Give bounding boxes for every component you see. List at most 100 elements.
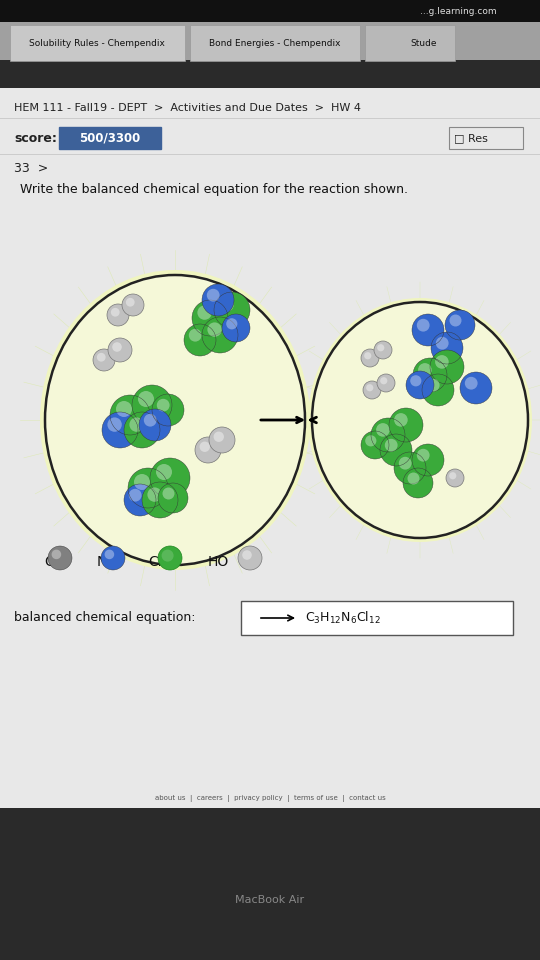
Bar: [0, 808, 540, 960]
Circle shape: [152, 394, 184, 426]
Circle shape: [377, 344, 384, 351]
Circle shape: [460, 372, 492, 404]
Circle shape: [150, 458, 190, 498]
Circle shape: [366, 384, 373, 392]
Text: ...g.learning.com: ...g.learning.com: [420, 7, 497, 15]
Bar: [0, 60, 540, 88]
Ellipse shape: [40, 270, 310, 570]
Circle shape: [101, 546, 125, 570]
Text: Stude: Stude: [410, 38, 436, 47]
Circle shape: [446, 469, 464, 487]
Circle shape: [200, 442, 210, 452]
Circle shape: [408, 472, 420, 485]
Circle shape: [195, 437, 221, 463]
Circle shape: [365, 435, 376, 446]
Circle shape: [412, 314, 444, 346]
Bar: [0, 154, 540, 155]
Circle shape: [465, 377, 477, 390]
Circle shape: [122, 294, 144, 316]
Bar: [0, 64, 540, 800]
Text: 500/3300: 500/3300: [79, 132, 140, 145]
Circle shape: [139, 409, 171, 441]
Circle shape: [202, 284, 234, 316]
Circle shape: [412, 444, 444, 476]
Circle shape: [189, 328, 201, 342]
Circle shape: [202, 317, 238, 353]
Text: HEM 111 - Fall19 - DEPT  >  Activities and Due Dates  >  HW 4: HEM 111 - Fall19 - DEPT > Activities and…: [14, 103, 361, 113]
Circle shape: [406, 371, 434, 399]
Text: HO: HO: [208, 555, 230, 569]
Circle shape: [132, 385, 172, 425]
Circle shape: [371, 418, 405, 452]
Circle shape: [427, 379, 440, 392]
Circle shape: [128, 468, 168, 508]
Text: N: N: [97, 555, 107, 569]
Text: Solubility Rules - Chempendix: Solubility Rules - Chempendix: [29, 38, 165, 47]
Circle shape: [361, 349, 379, 367]
Circle shape: [158, 546, 182, 570]
Circle shape: [209, 427, 235, 453]
Circle shape: [102, 412, 138, 448]
Circle shape: [112, 342, 122, 351]
Circle shape: [108, 338, 132, 362]
Text: C: C: [44, 555, 54, 569]
Circle shape: [184, 324, 216, 356]
Circle shape: [238, 546, 262, 570]
Circle shape: [389, 408, 423, 442]
Circle shape: [198, 305, 212, 320]
Circle shape: [403, 468, 433, 498]
Ellipse shape: [45, 275, 305, 565]
Circle shape: [138, 391, 154, 407]
Circle shape: [431, 332, 463, 364]
Circle shape: [192, 300, 228, 336]
Text: $\mathrm{C_3H_{12}N_6Cl_{12}}$: $\mathrm{C_3H_{12}N_6Cl_{12}}$: [305, 610, 381, 626]
Text: Write the balanced chemical equation for the reaction shown.: Write the balanced chemical equation for…: [20, 183, 408, 197]
Circle shape: [364, 352, 372, 359]
Circle shape: [435, 355, 449, 369]
FancyBboxPatch shape: [449, 127, 523, 149]
Text: 33  >: 33 >: [14, 161, 48, 175]
Circle shape: [377, 374, 395, 392]
Circle shape: [156, 464, 172, 480]
FancyBboxPatch shape: [241, 601, 513, 635]
Circle shape: [394, 413, 408, 426]
Circle shape: [126, 298, 134, 306]
Text: about us  |  careers  |  privacy policy  |  terms of use  |  contact us: about us | careers | privacy policy | te…: [154, 796, 386, 803]
Circle shape: [144, 414, 157, 426]
Text: Bond Energies - Chempendix: Bond Energies - Chempendix: [210, 38, 341, 47]
Circle shape: [124, 484, 156, 516]
Bar: [10, 25, 185, 61]
Circle shape: [422, 374, 454, 406]
Circle shape: [52, 549, 61, 559]
Circle shape: [207, 323, 222, 337]
Circle shape: [130, 418, 144, 432]
Circle shape: [147, 488, 162, 502]
Bar: [0, 0, 540, 22]
Circle shape: [134, 474, 150, 490]
Circle shape: [129, 489, 141, 501]
Circle shape: [161, 549, 173, 562]
Circle shape: [107, 304, 129, 326]
Circle shape: [214, 292, 250, 328]
Circle shape: [430, 350, 464, 384]
Circle shape: [107, 418, 122, 432]
Text: MacBook Air: MacBook Air: [235, 895, 305, 905]
Circle shape: [376, 423, 390, 437]
Ellipse shape: [312, 302, 528, 538]
Circle shape: [413, 358, 447, 392]
Text: balanced chemical equation:: balanced chemical equation:: [14, 612, 195, 625]
Circle shape: [242, 550, 252, 560]
Circle shape: [417, 449, 430, 462]
Circle shape: [445, 310, 475, 340]
Circle shape: [163, 488, 174, 499]
Circle shape: [410, 375, 421, 386]
Bar: [0, 790, 540, 808]
Circle shape: [157, 398, 170, 412]
Circle shape: [374, 341, 392, 359]
Circle shape: [111, 308, 120, 317]
Circle shape: [394, 452, 426, 484]
Circle shape: [48, 546, 72, 570]
Circle shape: [361, 431, 389, 459]
Circle shape: [399, 457, 411, 469]
Circle shape: [124, 412, 160, 448]
